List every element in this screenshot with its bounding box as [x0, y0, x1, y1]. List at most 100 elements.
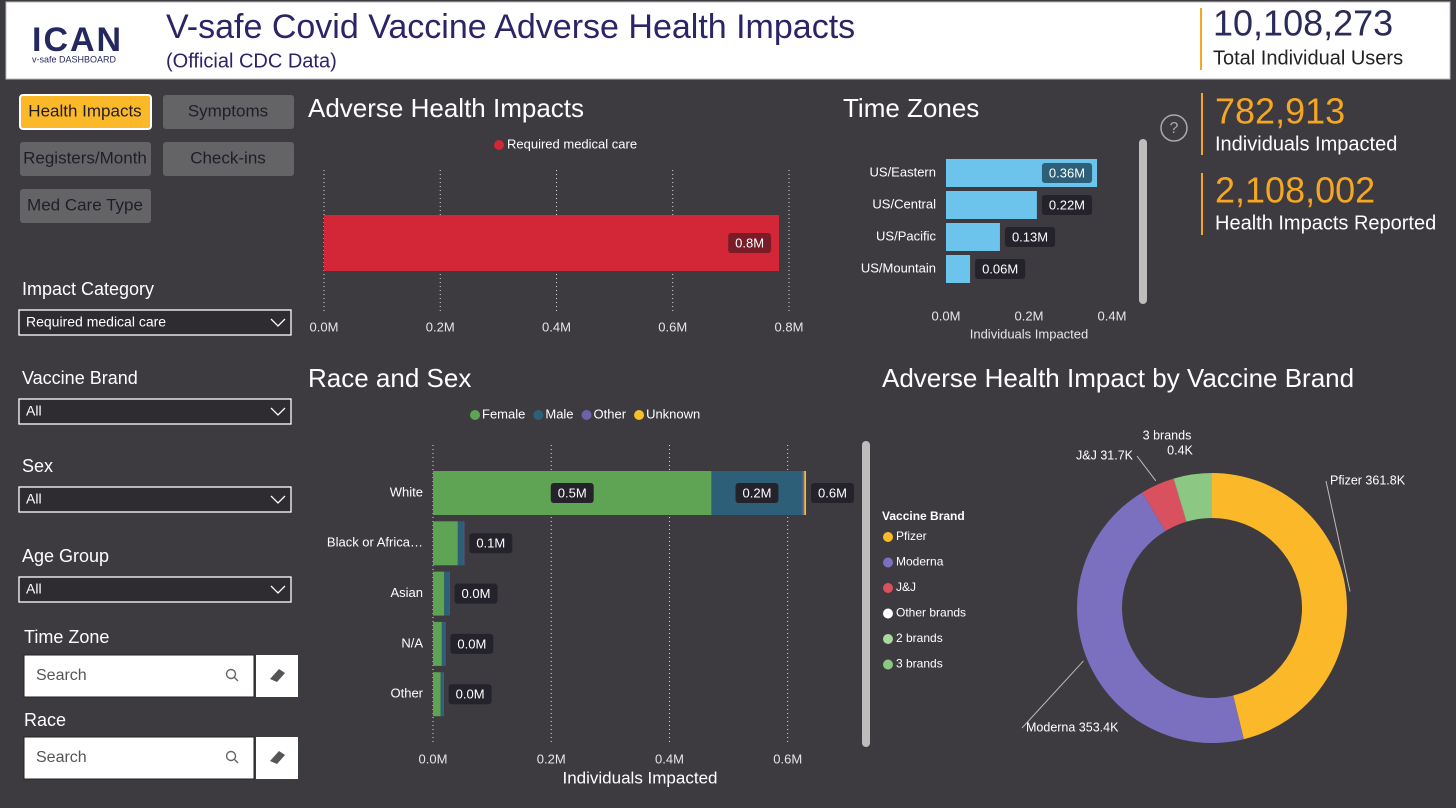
x-tick-label: 0.0M — [932, 308, 961, 323]
dropdown-chevron — [270, 495, 286, 504]
donut-slice — [1212, 473, 1347, 740]
dropdown-value[interactable]: All — [26, 491, 42, 507]
nav-label[interactable]: Health Impacts — [28, 101, 141, 120]
eraser-icon — [270, 669, 285, 682]
x-tick-label: 0.0M — [419, 751, 448, 766]
dropdown-chevron — [270, 407, 286, 416]
y-tick-label: N/A — [401, 635, 423, 650]
filter-label: Age Group — [22, 546, 109, 566]
search-box[interactable] — [23, 736, 255, 780]
legend-title: Vaccine Brand — [882, 509, 965, 523]
search-icon — [233, 676, 239, 682]
data-label: 0.2M — [743, 485, 772, 500]
x-tick-label: 0.2M — [537, 751, 566, 766]
bar — [946, 255, 971, 283]
legend-marker — [883, 583, 893, 593]
bar-segment — [433, 621, 442, 666]
y-tick-label: US/Central — [872, 196, 936, 211]
donut-slice — [1173, 478, 1187, 522]
bar-segment — [457, 521, 464, 566]
bar-segment — [440, 672, 444, 717]
page-title: V-safe Covid Vaccine Adverse Health Impa… — [166, 8, 855, 46]
slice-label: Moderna 353.4K — [1026, 720, 1119, 734]
dropdown-chevron — [270, 585, 286, 594]
data-label: 0.1M — [476, 536, 505, 551]
legend-label: 2 brands — [896, 631, 943, 645]
kpi-value: 782,913 — [1215, 91, 1345, 132]
bar-segment — [444, 571, 449, 616]
nav-label[interactable]: Check-ins — [190, 148, 266, 167]
data-label: 0.8M — [735, 235, 764, 250]
kpi-value: 2,108,002 — [1215, 170, 1375, 211]
search-time-zone: Time Zone Search — [23, 627, 298, 698]
data-label: 0.22M — [1049, 197, 1085, 212]
legend-label: Pfizer — [896, 529, 927, 543]
search-label: Time Zone — [24, 627, 109, 647]
legend-label: Moderna — [896, 555, 944, 569]
data-label-box — [1041, 195, 1093, 215]
search-icon — [225, 750, 237, 762]
leader-line — [1325, 480, 1351, 592]
dropdown-value[interactable]: All — [26, 581, 42, 597]
bar-segment — [443, 672, 444, 717]
dropdown[interactable] — [18, 576, 292, 603]
y-tick-label: US/Mountain — [861, 260, 936, 275]
data-label-box — [728, 233, 772, 253]
bar-segment — [448, 571, 450, 616]
legend-marker — [470, 410, 480, 420]
slice-label: Pfizer 361.8K — [1330, 473, 1406, 487]
data-label-box — [550, 483, 594, 503]
search-race: Race Search — [23, 710, 298, 780]
bar — [946, 191, 1037, 219]
legend-label: Unknown — [646, 406, 700, 421]
nav-label[interactable]: Symptoms — [188, 101, 268, 120]
logo-sub: v-safe DASHBOARD — [32, 54, 117, 64]
nav: Health Impacts Symptoms Registers/Month … — [19, 94, 294, 223]
nav-button[interactable] — [20, 142, 151, 176]
x-tick-label: 0.0M — [310, 319, 339, 334]
data-label-box — [811, 483, 854, 503]
bar-segment — [433, 571, 445, 616]
data-label: 0.36M — [1049, 165, 1085, 180]
data-label-box — [454, 583, 498, 604]
search-placeholder[interactable]: Search — [36, 667, 87, 684]
charts: Adverse Health Impacts 0.0M 0.2M 0.4M 0.6M 0.… — [308, 93, 1406, 788]
nav-button[interactable] — [20, 189, 151, 223]
dropdown-value[interactable]: All — [26, 403, 42, 419]
chart-title: Adverse Health Impact by Vaccine Brand — [882, 363, 1354, 393]
leader-line — [1136, 455, 1157, 482]
kpis: 782,913 Individuals Impacted 2,108,002 H… — [1201, 91, 1436, 235]
dropdown-chevron — [270, 318, 286, 327]
filter-label: Sex — [22, 456, 53, 476]
donut-slice — [1142, 478, 1187, 531]
dropdown[interactable] — [18, 309, 292, 336]
slice-label: 0.4K — [1167, 443, 1193, 457]
data-label-box — [1004, 227, 1056, 247]
search-placeholder[interactable]: Search — [36, 749, 87, 766]
data-label: 0.0M — [462, 586, 491, 601]
dropdown[interactable] — [18, 398, 292, 425]
nav-button[interactable] — [163, 95, 294, 129]
dropdown-value[interactable]: Required medical care — [26, 314, 166, 330]
nav-button[interactable] — [163, 142, 294, 176]
help-icon[interactable] — [1160, 114, 1188, 142]
data-label-box — [450, 633, 494, 654]
x-axis-label: Individuals Impacted — [970, 326, 1089, 341]
scrollbar[interactable] — [862, 441, 870, 747]
legend-marker — [883, 557, 893, 568]
filter-label: Impact Category — [22, 279, 154, 299]
chart-title: Race and Sex — [308, 363, 471, 393]
search-box[interactable] — [23, 654, 255, 698]
scrollbar[interactable] — [1139, 139, 1147, 304]
filters: Impact Category Required medical care Vacc… — [18, 279, 292, 603]
legend-marker — [883, 659, 893, 670]
dropdown[interactable] — [18, 486, 292, 513]
x-tick-label: 0.6M — [773, 751, 802, 766]
data-label: 0.0M — [457, 636, 486, 651]
nav-label[interactable]: Registers/Month — [23, 148, 147, 167]
help-text[interactable]: ? — [1170, 120, 1179, 137]
bar — [946, 223, 1000, 251]
nav-label[interactable]: Med Care Type — [27, 195, 143, 214]
donut-slice — [1173, 473, 1212, 522]
nav-button[interactable] — [19, 94, 152, 130]
